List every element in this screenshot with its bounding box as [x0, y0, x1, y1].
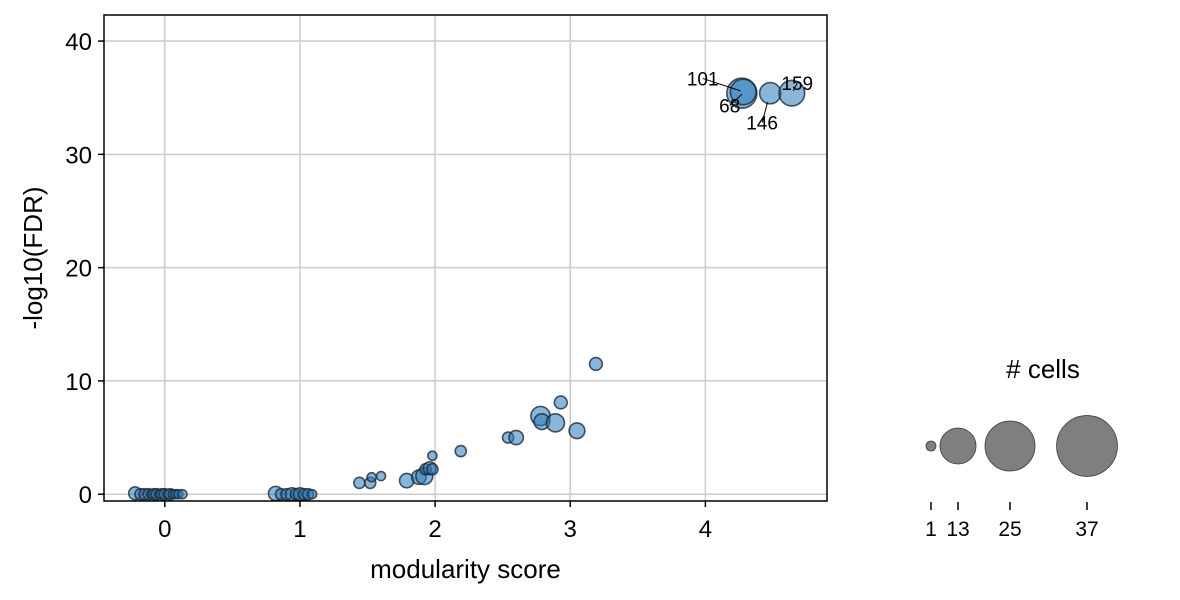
annotation-leader	[702, 77, 741, 92]
legend-tick-label: 37	[1075, 518, 1098, 541]
data-point	[758, 81, 782, 105]
y-axis-label: -log10(FDR)	[18, 186, 48, 329]
x-axis-label: modularity score	[370, 554, 561, 584]
legend-size-marker	[984, 420, 1036, 472]
data-point	[375, 470, 387, 482]
size-legend: # cells 1 13 25 37	[925, 354, 1118, 541]
data-point	[366, 471, 377, 483]
data-point	[426, 462, 439, 476]
data-points	[127, 77, 806, 502]
y-axis-ticks: 0 10 20 30 40	[65, 29, 104, 509]
y-tick-label: 10	[65, 369, 92, 396]
legend-size-marker	[939, 427, 977, 465]
y-tick-label: 0	[79, 482, 92, 509]
x-tick-label: 1	[293, 516, 306, 543]
data-point	[588, 356, 604, 372]
legend-tick-label: 1	[925, 518, 937, 541]
x-tick-label: 0	[158, 516, 171, 543]
annotation-leader	[792, 82, 798, 92]
data-point	[508, 429, 525, 446]
annotation-leader	[761, 102, 769, 123]
data-point	[553, 395, 568, 410]
data-point	[306, 488, 318, 500]
legend-tick-label: 25	[998, 518, 1021, 541]
x-tick-label: 3	[564, 516, 577, 543]
data-point	[454, 444, 468, 458]
annotation-label: 159	[781, 74, 813, 95]
data-point	[545, 412, 566, 433]
legend-title: # cells	[1006, 354, 1080, 384]
data-point	[177, 488, 188, 500]
data-point	[353, 476, 366, 490]
x-axis-ticks: 0 1 2 3 4	[158, 501, 712, 543]
y-tick-label: 30	[65, 142, 92, 169]
data-point	[427, 450, 438, 462]
plot-frame	[103, 14, 828, 502]
annotation-label: 101	[687, 69, 719, 90]
legend-size-marker	[1056, 415, 1118, 477]
grid-lines	[104, 15, 827, 501]
x-tick-label: 2	[428, 516, 441, 543]
y-tick-label: 20	[65, 256, 92, 283]
legend-tick-label: 13	[946, 518, 969, 541]
y-tick-label: 40	[65, 29, 92, 56]
x-tick-label: 4	[699, 516, 712, 543]
annotation-leader	[729, 93, 743, 106]
legend-size-marker	[925, 440, 937, 452]
annotation-label: 68	[719, 97, 740, 118]
data-point	[778, 79, 806, 107]
annotation-label: 146	[746, 114, 778, 135]
data-point	[568, 422, 586, 440]
